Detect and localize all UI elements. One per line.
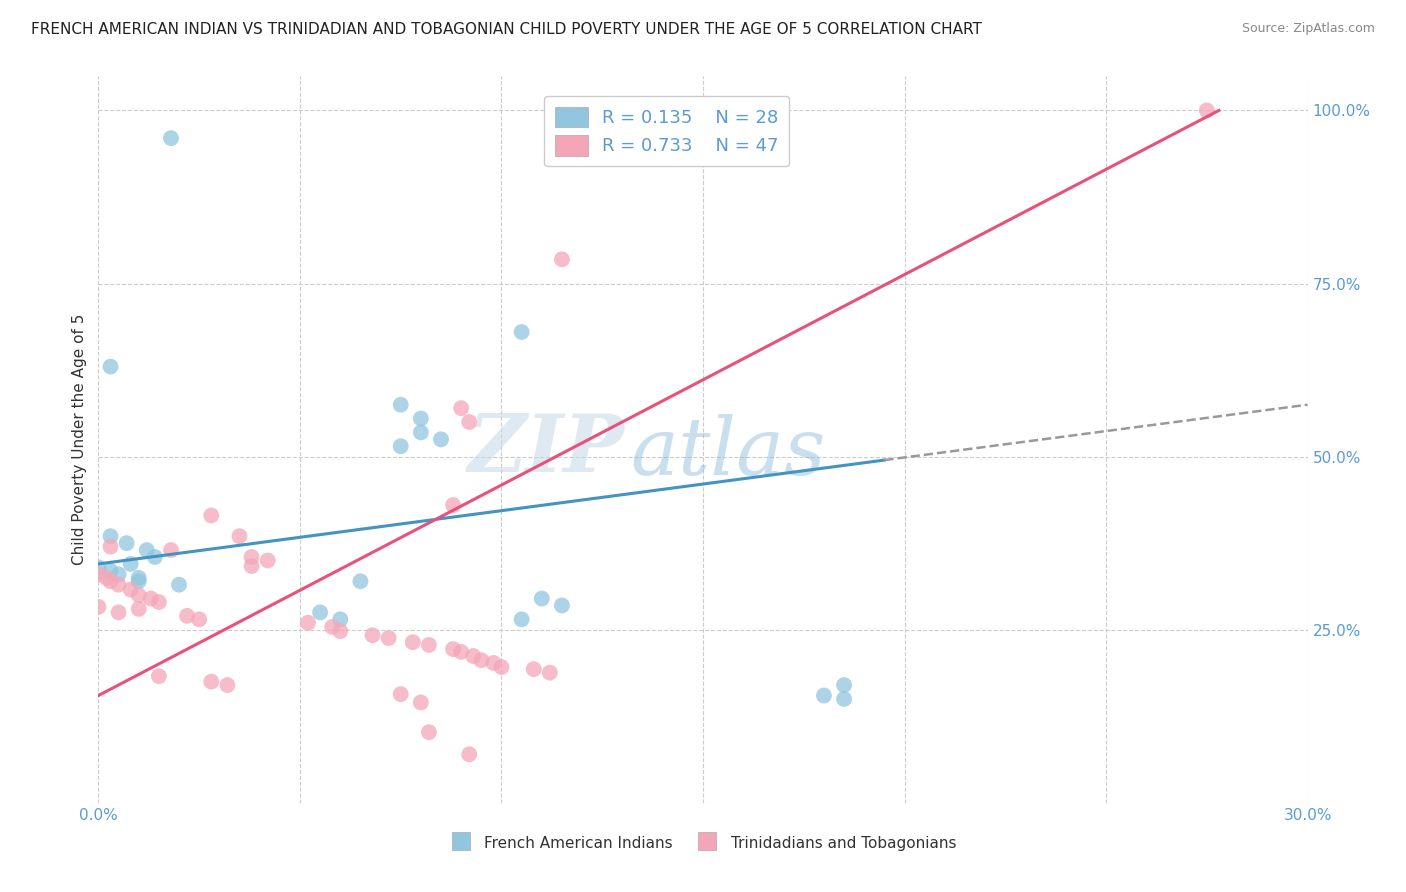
Point — [143, 549, 166, 564]
Point — [87, 567, 110, 582]
Y-axis label: Child Poverty Under the Age of 5: Child Poverty Under the Age of 5 — [72, 314, 87, 565]
Point — [321, 620, 343, 634]
Legend: French American Indians, Trinidadians and Tobagonians: French American Indians, Trinidadians an… — [443, 829, 963, 857]
Point — [530, 591, 553, 606]
Point — [349, 574, 371, 589]
Point — [409, 425, 432, 440]
Point — [96, 571, 118, 585]
Text: Source: ZipAtlas.com: Source: ZipAtlas.com — [1241, 22, 1375, 36]
Point — [228, 529, 250, 543]
Point — [523, 662, 546, 676]
Point — [832, 692, 855, 706]
Point — [100, 529, 122, 543]
Point — [1195, 103, 1218, 118]
Point — [100, 359, 122, 374]
Point — [128, 571, 150, 585]
Point — [832, 678, 855, 692]
Point — [135, 543, 157, 558]
Point — [160, 543, 183, 558]
Point — [389, 439, 412, 453]
Point — [309, 606, 332, 620]
Point — [297, 615, 319, 630]
Point — [409, 695, 432, 709]
Text: atlas: atlas — [630, 414, 825, 491]
Point — [551, 599, 574, 613]
Text: ZIP: ZIP — [468, 411, 624, 489]
Point — [458, 747, 481, 762]
Point — [491, 660, 513, 674]
Point — [87, 560, 110, 574]
Point — [510, 325, 533, 339]
Point — [160, 131, 183, 145]
Point — [389, 687, 412, 701]
Point — [148, 669, 170, 683]
Point — [217, 678, 239, 692]
Point — [256, 553, 278, 567]
Point — [120, 557, 142, 571]
Point — [188, 612, 211, 626]
Point — [418, 638, 440, 652]
Point — [107, 578, 129, 592]
Point — [450, 401, 472, 416]
Point — [107, 567, 129, 582]
Point — [148, 595, 170, 609]
Point — [402, 635, 425, 649]
Point — [176, 608, 198, 623]
Point — [240, 559, 263, 574]
Point — [470, 653, 492, 667]
Point — [361, 628, 384, 642]
Point — [813, 689, 835, 703]
Point — [458, 415, 481, 429]
Point — [120, 582, 142, 597]
Point — [389, 398, 412, 412]
Point — [167, 578, 190, 592]
Point — [200, 508, 222, 523]
Point — [139, 591, 162, 606]
Point — [240, 549, 263, 564]
Point — [482, 656, 505, 670]
Point — [329, 612, 352, 626]
Point — [510, 612, 533, 626]
Point — [87, 599, 110, 614]
Point — [430, 432, 453, 446]
Point — [200, 674, 222, 689]
Text: FRENCH AMERICAN INDIAN VS TRINIDADIAN AND TOBAGONIAN CHILD POVERTY UNDER THE AGE: FRENCH AMERICAN INDIAN VS TRINIDADIAN AN… — [31, 22, 981, 37]
Point — [551, 252, 574, 267]
Point — [115, 536, 138, 550]
Point — [128, 574, 150, 589]
Point — [450, 645, 472, 659]
Point — [377, 631, 399, 645]
Point — [107, 606, 129, 620]
Point — [100, 540, 122, 554]
Point — [538, 665, 561, 680]
Point — [441, 498, 464, 512]
Point — [100, 574, 122, 589]
Point — [441, 642, 464, 657]
Point — [329, 624, 352, 639]
Point — [418, 725, 440, 739]
Point — [128, 588, 150, 602]
Point — [128, 602, 150, 616]
Point — [409, 411, 432, 425]
Point — [463, 648, 485, 663]
Point — [100, 564, 122, 578]
